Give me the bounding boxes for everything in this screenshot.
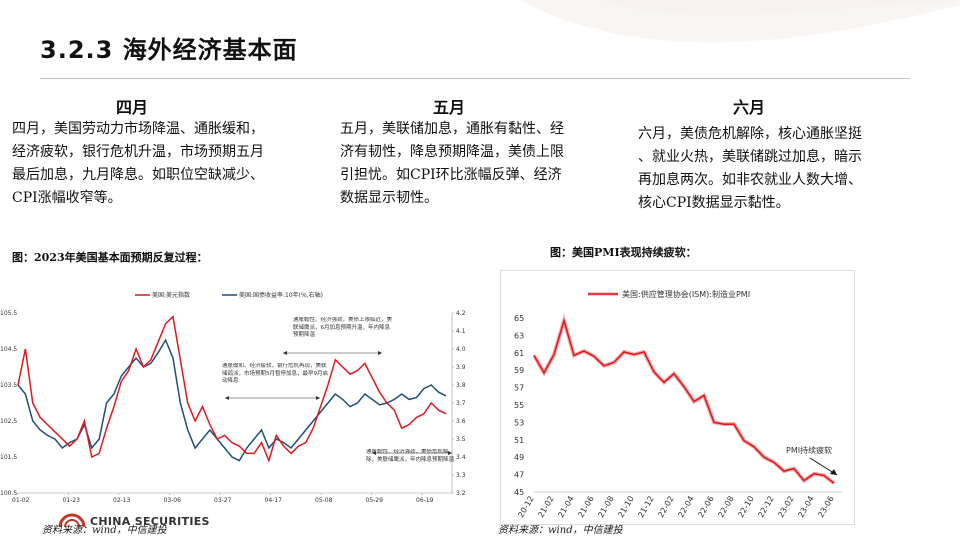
x-tick-label: 03-06 [164, 497, 182, 504]
title-divider [40, 78, 910, 79]
month-heading-may: 五月 [433, 98, 466, 117]
y-right-tick-label: 3.3 [456, 472, 466, 479]
legend-10y-yield: 美国:国债收益率:10年(%,右轴) [239, 291, 323, 299]
pmi-annotation: PMI持续疲软 [786, 445, 838, 476]
y-left-tick-label: 104.5 [0, 346, 17, 353]
x-tick-label: 02-13 [113, 497, 131, 504]
annotation-may: 通胀黏性、经济强劲，美债上限临近，美联储鹰派，6月加息预期升温，年内降息预期降温 [293, 317, 393, 338]
chart-legend: 美国:供应管理协会(ISM):制造业PMI [588, 289, 750, 299]
y-tick-label: 57 [514, 384, 524, 393]
y-tick-label: 59 [514, 366, 524, 375]
logo-icon [58, 513, 86, 528]
chart-legend: 美国:美元指数 美国:国债收益率:10年(%,右轴) [135, 291, 323, 299]
y-tick-label: 49 [514, 453, 524, 462]
x-tick-label: 01-23 [63, 497, 81, 504]
month-heading-april: 四月 [116, 98, 149, 117]
y-left-tick-label: 101.5 [0, 454, 17, 461]
x-tick-label: 03-27 [214, 497, 232, 504]
y-right-tick-label: 3.2 [456, 490, 466, 497]
pmi-chart: 美国:供应管理协会(ISM):制造业PMI 45 47 49 51 53 55 57 59 61… [500, 270, 855, 525]
series-dollar-index [17, 315, 447, 463]
chart-annotations: 通胀黏性、经济强劲，美债上限临近，美联储鹰派，6月加息预期升温，年内降息预期降温… [222, 317, 455, 463]
y-tick-label: 65 [514, 314, 524, 323]
y-right-tick-label: 4.1 [456, 328, 466, 335]
month-heading-june: 六月 [733, 98, 766, 117]
y-tick-label: 55 [514, 401, 524, 410]
y-tick-label: 53 [514, 418, 524, 427]
y-left-tick-label: 102.5 [0, 418, 17, 425]
y-right-tick-label: 3.6 [456, 418, 466, 425]
legend-dollar-index: 美国:美元指数 [152, 291, 190, 299]
annotation-june: 通胀黏性、经济强劲，美债危机解除，美联储鹰派，年内降息预期降温 [366, 449, 455, 463]
x-tick-label: 04-17 [265, 497, 283, 504]
series-10y-yield [17, 338, 447, 462]
pmi-annotation-text: PMI持续疲软 [786, 445, 832, 455]
company-logo: CHINA SECURITIES [58, 512, 210, 530]
y-tick-label: 61 [514, 349, 524, 358]
y-right-tick-label: 4.0 [456, 346, 466, 353]
y-tick-label: 45 [514, 488, 524, 497]
y-tick-label: 51 [514, 436, 524, 445]
y-left-tick-label: 100.5 [0, 490, 17, 497]
logo-text: CHINA SECURITIES [90, 514, 210, 528]
figure-caption-right: 图：美国PMI表现持续疲软： [550, 246, 697, 259]
y-right-tick-label: 3.9 [456, 364, 466, 371]
x-tick-label: 06-19 [416, 497, 434, 504]
figure-caption-left: 图：2023年美国基本面预期反复过程： [12, 251, 208, 264]
y-right-tick-label: 3.4 [456, 454, 466, 461]
y-right-tick-label: 3.7 [456, 400, 466, 407]
y-left-tick-label: 103.5 [0, 382, 17, 389]
annotation-april: 通胀缓和、经济疲软，银行危机再现，美联储鸽派，市场预期5月暂停加息，最早9月启动… [222, 363, 328, 384]
legend-pmi: 美国:供应管理协会(ISM):制造业PMI [622, 289, 750, 299]
x-tick-label: 01-02 [12, 497, 30, 504]
month-text-june: 六月，美债危机解除，核心通胀坚挺 、就业火热，美联储跳过加息，暗示 再加息两次。… [638, 126, 862, 211]
background-swoosh [520, 0, 960, 43]
source-note-right: 资料来源：wind，中信建投 [498, 525, 623, 536]
y-tick-label: 47 [514, 471, 524, 480]
x-tick-label: 05-08 [315, 497, 333, 504]
y-tick-label: 63 [514, 331, 524, 340]
page-title: 3.2.3 海外经济基本面 [40, 36, 298, 64]
month-text-may: 五月，美联储加息，通胀有黏性、经 济有韧性，降息预期降温，美债上限 引担忧。如C… [340, 121, 564, 206]
y-left-tick-label: 105.5 [0, 310, 17, 317]
x-tick-label: 05-29 [366, 497, 384, 504]
y-right-tick-label: 4.2 [456, 310, 466, 317]
source-note-left: 资料来源：wind，中信建投 [42, 525, 167, 536]
month-text-april: 四月，美国劳动力市场降温、通胀缓和， 经济疲软，银行危机升温，市场预期五月 最后… [12, 121, 264, 206]
dollar-yield-chart: 美国:美元指数 美国:国债收益率:10年(%,右轴) 100.5 101.5 102… [0, 291, 466, 504]
y-right-tick-label: 3.8 [456, 382, 466, 389]
y-right-tick-label: 3.5 [456, 436, 466, 443]
series-pmi [533, 317, 835, 484]
